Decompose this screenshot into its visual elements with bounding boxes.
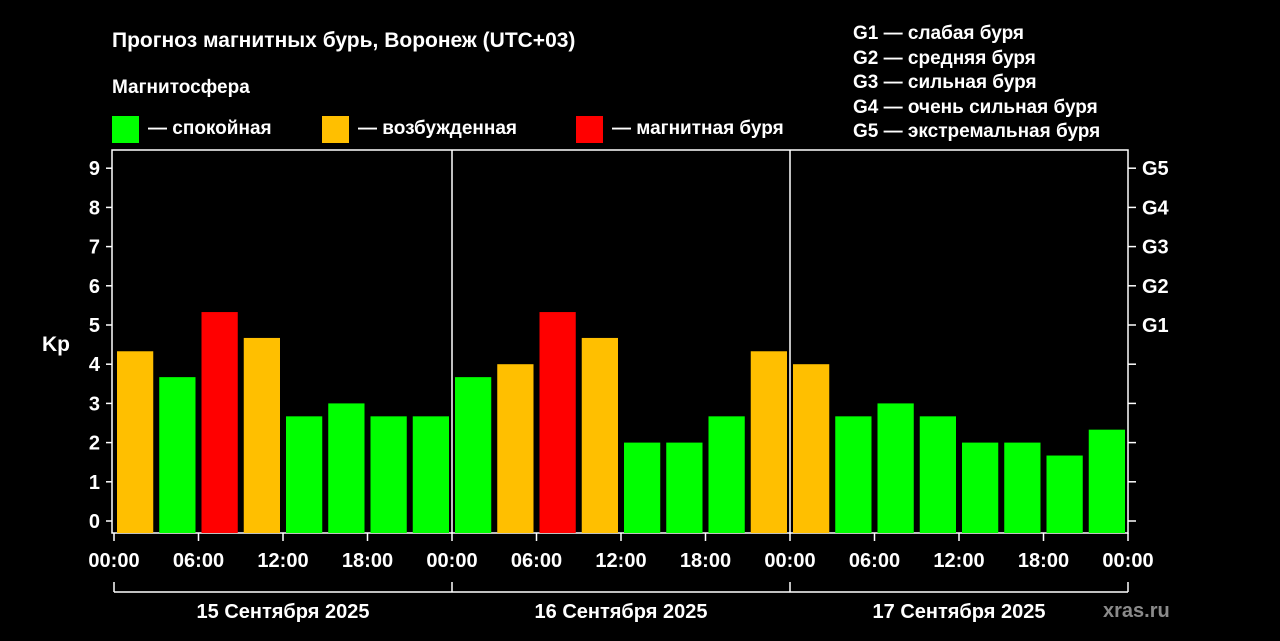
y-axis-label: Kp: [42, 333, 70, 356]
right-tick-label: G3: [1142, 237, 1169, 259]
legend-item-quiet: — спокойная: [112, 115, 272, 143]
x-tick-label: 18:00: [342, 550, 393, 572]
y-tick-label: 6: [89, 276, 100, 298]
x-tick-label: 00:00: [88, 550, 139, 572]
y-tick-label: 3: [89, 393, 100, 415]
bar-quiet: [412, 416, 449, 533]
bar-quiet: [328, 403, 365, 533]
bar-quiet: [1046, 455, 1083, 533]
x-tick-label: 12:00: [595, 550, 646, 572]
bar-quiet: [666, 442, 703, 533]
chart-title: Прогноз магнитных бурь, Воронеж (UTC+03): [112, 29, 576, 52]
storm-scale-list: G1 — слабая буря G2 — средняя буря G3 — …: [853, 22, 1100, 145]
storm-scale-g1: G1 — слабая буря: [853, 23, 1025, 44]
bar-storm: [201, 312, 238, 533]
x-tick-label: 18:00: [680, 550, 731, 572]
bar-quiet: [835, 416, 872, 533]
x-tick-label: 00:00: [1102, 550, 1153, 572]
right-tick-label: G4: [1142, 197, 1170, 219]
bar-unsettled: [243, 337, 280, 533]
bar-quiet: [1088, 429, 1125, 533]
bar-unsettled: [497, 364, 534, 533]
legend-label-quiet: — спокойная: [148, 118, 272, 139]
bar-quiet: [1004, 442, 1041, 533]
y-tick-label: 4: [89, 354, 101, 376]
legend-label-unsettled: — возбужденная: [358, 118, 518, 139]
day-label: 16 Сентября 2025: [535, 601, 708, 623]
watermark: xras.ru: [1103, 600, 1170, 622]
bar-quiet: [455, 377, 492, 533]
bar-quiet: [962, 442, 999, 533]
day-label: 17 Сентября 2025: [873, 601, 1046, 623]
y-tick-label: 5: [89, 315, 100, 337]
bar-quiet: [624, 442, 661, 533]
bar-quiet: [919, 416, 956, 533]
legend-item-storm: — магнитная буря: [576, 115, 784, 143]
y-tick-label: 2: [89, 433, 100, 455]
right-tick-label: G5: [1142, 158, 1169, 180]
storm-scale-g4: G4 — очень сильная буря: [853, 96, 1098, 118]
legend-swatch-unsettled: [322, 115, 349, 143]
storm-scale-g5: G5 — экстремальная буря: [853, 121, 1101, 142]
bar-unsettled: [117, 351, 154, 533]
y-tick-label: 9: [89, 158, 100, 180]
bar-unsettled: [793, 364, 830, 533]
legend-swatch-storm: [576, 115, 603, 143]
y-tick-label: 7: [89, 237, 100, 259]
bar-quiet: [877, 403, 914, 533]
bar-unsettled: [581, 337, 618, 533]
bar-quiet: [370, 416, 407, 533]
y-tick-label: 0: [89, 511, 100, 533]
plot-frame: [111, 149, 1129, 534]
x-tick-label: 06:00: [173, 550, 224, 572]
bar-quiet: [286, 416, 323, 533]
y-tick-label: 8: [89, 197, 100, 219]
x-tick-label: 18:00: [1018, 550, 1069, 572]
x-tick-label: 00:00: [764, 550, 815, 572]
x-tick-label: 06:00: [849, 550, 900, 572]
legend-title: Магнитосфера: [112, 77, 250, 98]
storm-scale-g3: G3 — сильная буря: [853, 72, 1037, 93]
legend-swatch-quiet: [112, 115, 139, 143]
day-label: 15 Сентября 2025: [197, 601, 370, 623]
bar-storm: [539, 312, 576, 533]
bar-unsettled: [750, 351, 787, 533]
right-tick-label: G2: [1142, 276, 1169, 298]
right-tick-label: G1: [1142, 315, 1169, 337]
storm-scale-g2: G2 — средняя буря: [853, 47, 1036, 69]
y-tick-label: 1: [89, 472, 100, 494]
x-tick-label: 06:00: [511, 550, 562, 572]
x-tick-label: 00:00: [426, 550, 477, 572]
bar-quiet: [708, 416, 745, 533]
x-tick-label: 12:00: [933, 550, 984, 572]
legend-label-storm: — магнитная буря: [612, 118, 784, 139]
x-tick-label: 12:00: [257, 550, 308, 572]
bar-quiet: [159, 377, 196, 533]
legend-item-unsettled: — возбужденная: [322, 115, 517, 143]
